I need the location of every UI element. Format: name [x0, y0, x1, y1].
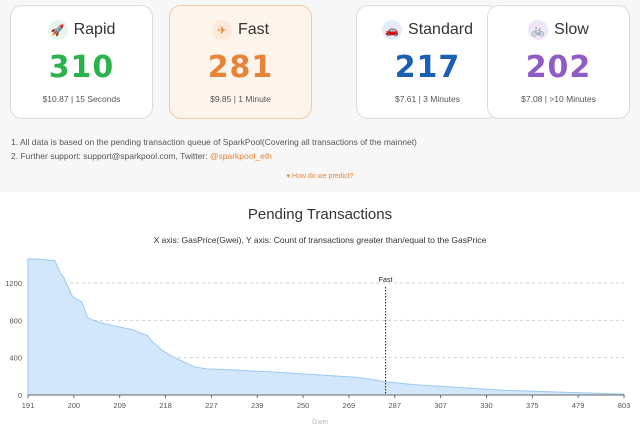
card-header: 🚗 Standard	[357, 20, 498, 40]
chart-title: Pending Transactions	[247, 206, 393, 223]
y-tick-label: 800	[9, 316, 22, 325]
card-cost-time: $10.87 | 15 Seconds	[42, 94, 121, 104]
airplane-icon: ✈	[211, 20, 232, 40]
x-tick-label: 239	[251, 401, 264, 410]
card-name: Rapid	[73, 21, 116, 38]
how-predict-link[interactable]: ▾ How do we predict?	[0, 172, 640, 180]
y-tick-label: 400	[9, 354, 22, 363]
card-header: 🚲 Slow	[488, 20, 629, 40]
card-header: ✈ Fast	[170, 20, 311, 40]
series-area	[27, 258, 625, 396]
chart-subtitle: X axis: GasPrice(Gwei), Y axis: Count of…	[153, 235, 487, 245]
x-tick-label: 227	[205, 401, 218, 410]
pending-transactions-chart: 0 400 800 1200 191 200 209 218 227 239 250 269 287 30…	[5, 258, 631, 410]
card-gas-price: 202	[525, 50, 592, 85]
note-line-2: 2. Further support: support@sparkpool.co…	[11, 149, 417, 163]
x-axis-label: Gwei	[312, 419, 328, 426]
x-tick-label: 218	[159, 401, 172, 410]
x-tick-label: 209	[113, 401, 126, 410]
x-tick-label: 479	[572, 401, 585, 410]
how-predict-label: How do we predict?	[291, 173, 354, 180]
card-gas-price: 281	[207, 50, 274, 85]
card-header: 🚀 Rapid	[11, 20, 152, 40]
car-icon: 🚗	[382, 20, 403, 40]
card-name: Slow	[554, 21, 589, 38]
note-line-2-text: 2. Further support: support@sparkpool.co…	[11, 151, 210, 161]
x-tick-label: 307	[434, 401, 447, 410]
x-tick-label: 200	[68, 401, 81, 410]
card-fast[interactable]: ✈ Fast 281 $9.85 | 1 Minute	[169, 5, 312, 119]
card-gas-price: 217	[394, 50, 461, 85]
x-tick-label: 287	[389, 401, 402, 410]
bicycle-icon: 🚲	[528, 20, 549, 40]
x-tick-label: 375	[526, 401, 539, 410]
y-tick-label: 0	[18, 391, 22, 400]
card-name: Fast	[237, 21, 270, 38]
fast-marker-label: Fast	[379, 277, 393, 284]
twitter-link[interactable]: @sparkpool_eth	[209, 151, 272, 161]
card-rapid[interactable]: 🚀 Rapid 310 $10.87 | 15 Seconds	[10, 5, 153, 119]
x-tick-label: 803	[618, 401, 631, 410]
note-line-1: 1. All data is based on the pending tran…	[11, 137, 417, 147]
card-name: Standard	[408, 21, 473, 38]
x-tick-label: 250	[297, 401, 310, 410]
card-cost-time: $9.85 | 1 Minute	[210, 94, 271, 104]
card-standard[interactable]: 🚗 Standard 217 $7.61 | 3 Minutes	[356, 5, 499, 119]
card-slow[interactable]: 🚲 Slow 202 $7.08 | >10 Minutes	[487, 5, 630, 119]
card-cost-time: $7.08 | >10 Minutes	[521, 94, 596, 104]
rocket-icon: 🚀	[47, 20, 68, 40]
x-tick-label: 330	[480, 401, 493, 410]
notes: 1. All data is based on the pending tran…	[11, 135, 417, 163]
y-tick-label: 1200	[5, 279, 22, 288]
card-cost-time: $7.61 | 3 Minutes	[394, 94, 461, 104]
x-tick-label: 191	[22, 401, 35, 410]
x-tick-label: 269	[343, 401, 356, 410]
caret-down-icon: ▾	[286, 173, 292, 180]
gas-price-panel: 🚀 Rapid 310 $10.87 | 15 Seconds ✈ Fast 281 $9.8…	[0, 0, 640, 192]
card-gas-price: 310	[48, 50, 115, 85]
